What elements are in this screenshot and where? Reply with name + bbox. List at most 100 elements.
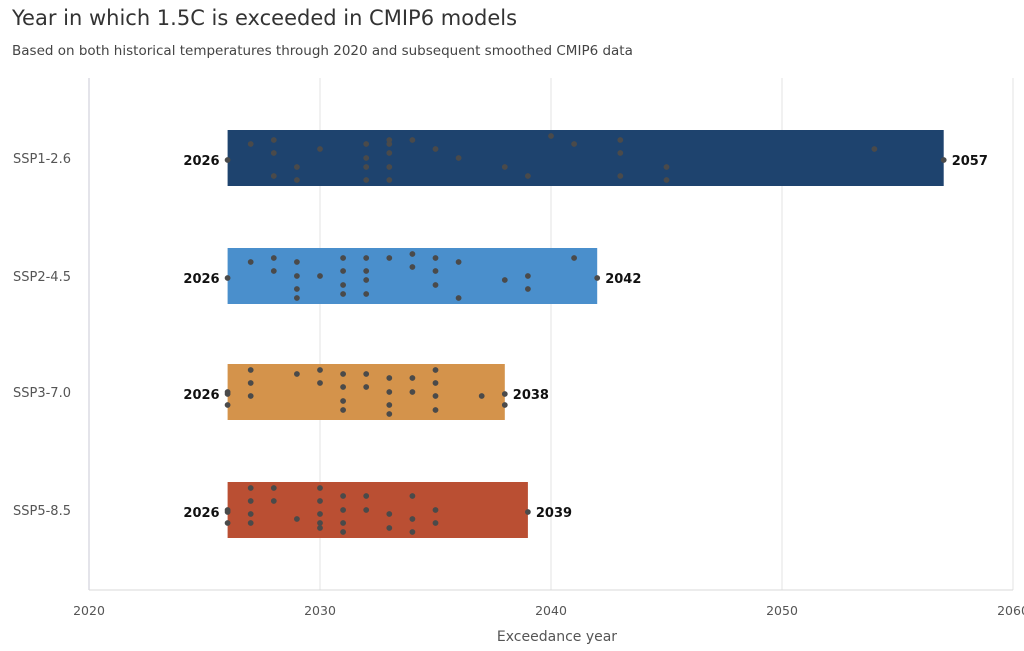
- model-point-SSP5-8.5-21: [386, 525, 393, 531]
- model-point-SSP2-4.5-12: [340, 291, 346, 297]
- model-point-SSP2-4.5-5: [294, 273, 300, 279]
- range-start-label-SSP1-2.6: 2026: [183, 154, 219, 169]
- model-point-SSP2-4.5-10: [340, 268, 346, 274]
- model-point-SSP5-8.5-13: [317, 485, 323, 491]
- model-point-SSP5-8.5-6: [247, 520, 254, 526]
- model-point-SSP5-8.5-7: [270, 498, 277, 504]
- chart-subtitle: Based on both historical temperatures th…: [12, 43, 633, 59]
- model-point-SSP5-8.5-23: [409, 493, 416, 499]
- model-point-SSP1-2.6-4: [270, 173, 277, 179]
- model-point-SSP3-7.0-5: [247, 367, 254, 373]
- model-point-SSP1-2.6-18: [432, 146, 439, 152]
- category-label-SSP1-2.6: SSP1-2.6: [13, 152, 71, 167]
- model-point-SSP1-2.6-26: [617, 173, 624, 179]
- model-point-SSP1-2.6-1: [247, 141, 254, 147]
- model-point-SSP2-4.5-2: [270, 268, 277, 274]
- model-point-SSP3-7.0-11: [340, 371, 346, 377]
- model-point-SSP5-8.5-19: [363, 507, 370, 513]
- model-point-SSP1-2.6-3: [270, 137, 277, 143]
- model-point-SSP2-4.5-6: [294, 259, 300, 265]
- model-point-SSP3-7.0-10: [340, 384, 346, 390]
- model-point-SSP5-8.5-1: [224, 520, 231, 526]
- model-point-SSP5-8.5-15: [340, 520, 346, 526]
- model-point-SSP5-8.5-9: [294, 516, 300, 522]
- model-point-SSP1-2.6-6: [294, 164, 300, 170]
- model-point-SSP3-7.0-4: [247, 380, 254, 386]
- model-point-SSP1-2.6-20: [501, 164, 508, 170]
- model-point-SSP3-7.0-9: [340, 398, 346, 404]
- model-point-SSP2-4.5-17: [386, 255, 393, 261]
- model-point-SSP5-8.5-3: [247, 511, 254, 517]
- x-tick-label-2050: 2050: [766, 603, 798, 618]
- model-point-SSP2-4.5-15: [363, 291, 370, 297]
- range-end-label-SSP5-8.5: 2039: [536, 506, 572, 521]
- range-start-label-SSP2-4.5: 2026: [183, 272, 219, 287]
- x-tick-label-2060: 2060: [997, 603, 1024, 618]
- model-point-SSP3-7.0-14: [363, 371, 370, 377]
- model-point-SSP2-4.5-24: [455, 295, 462, 301]
- range-end-label-SSP1-2.6: 2057: [952, 154, 988, 169]
- model-point-SSP1-2.6-27: [663, 177, 670, 183]
- model-point-SSP2-4.5-22: [432, 255, 439, 261]
- model-point-SSP3-7.0-13: [363, 384, 370, 390]
- model-point-SSP2-4.5-18: [409, 264, 416, 270]
- model-point-SSP5-8.5-27: [432, 507, 439, 513]
- model-point-SSP2-4.5-29: [594, 275, 601, 281]
- model-point-SSP1-2.6-28: [663, 164, 670, 170]
- model-point-SSP3-7.0-17: [386, 375, 393, 381]
- model-point-SSP2-4.5-13: [363, 268, 370, 274]
- model-point-SSP3-7.0-18: [386, 411, 393, 417]
- model-point-SSP3-7.0-2: [224, 389, 231, 395]
- model-point-SSP5-8.5-5: [247, 485, 254, 491]
- model-point-SSP1-2.6-21: [525, 173, 531, 179]
- model-point-SSP2-4.5-20: [432, 282, 439, 288]
- model-point-SSP3-7.0-16: [386, 389, 393, 395]
- model-point-SSP1-2.6-2: [270, 150, 277, 156]
- model-point-SSP5-8.5-16: [340, 507, 346, 513]
- model-point-SSP5-8.5-14: [317, 520, 323, 526]
- x-tick-label-2040: 2040: [535, 603, 567, 618]
- model-point-SSP5-8.5-18: [340, 529, 346, 535]
- range-start-label-SSP5-8.5: 2026: [183, 506, 219, 521]
- model-point-SSP1-2.6-25: [617, 137, 624, 143]
- model-point-SSP5-8.5-11: [317, 511, 323, 517]
- model-point-SSP3-7.0-19: [409, 389, 416, 395]
- model-point-SSP1-2.6-13: [386, 177, 393, 183]
- model-point-SSP1-2.6-10: [363, 177, 370, 183]
- category-label-SSP2-4.5: SSP2-4.5: [13, 270, 71, 285]
- model-point-SSP3-7.0-20: [409, 375, 416, 381]
- category-label-SSP3-7.0: SSP3-7.0: [13, 386, 71, 401]
- model-point-SSP5-8.5-8: [270, 485, 277, 491]
- model-point-SSP1-2.6-24: [617, 150, 624, 156]
- model-point-SSP5-8.5-26: [432, 520, 439, 526]
- model-point-SSP2-4.5-27: [525, 273, 531, 279]
- model-point-SSP2-4.5-0: [224, 275, 231, 281]
- model-point-SSP1-2.6-5: [294, 177, 300, 183]
- model-point-SSP2-4.5-7: [294, 295, 300, 301]
- model-point-SSP1-2.6-17: [409, 137, 416, 143]
- model-point-SSP5-8.5-22: [386, 511, 393, 517]
- model-point-SSP3-7.0-12: [340, 407, 346, 413]
- model-point-SSP2-4.5-16: [363, 277, 370, 283]
- model-point-SSP3-7.0-7: [317, 380, 323, 386]
- model-point-SSP3-7.0-15: [386, 402, 393, 408]
- model-point-SSP1-2.6-14: [386, 164, 393, 170]
- model-point-SSP2-4.5-14: [363, 255, 370, 261]
- model-point-SSP5-8.5-12: [317, 498, 323, 504]
- model-point-SSP1-2.6-7: [317, 146, 323, 152]
- x-axis-title: Exceedance year: [497, 629, 617, 645]
- range-end-label-SSP2-4.5: 2042: [605, 272, 641, 287]
- model-point-SSP3-7.0-3: [247, 393, 254, 399]
- model-point-SSP1-2.6-15: [386, 150, 393, 156]
- model-point-SSP2-4.5-23: [455, 259, 462, 265]
- model-point-SSP2-4.5-11: [340, 255, 346, 261]
- model-point-SSP1-2.6-12: [386, 141, 393, 147]
- model-point-SSP5-8.5-4: [247, 498, 254, 504]
- chart-title: Year in which 1.5C is exceeded in CMIP6 …: [12, 6, 518, 30]
- model-point-SSP3-7.0-8: [317, 367, 323, 373]
- model-point-SSP3-7.0-26: [501, 391, 508, 397]
- model-point-SSP2-4.5-9: [340, 282, 346, 288]
- model-point-SSP1-2.6-0: [224, 157, 231, 163]
- model-point-SSP1-2.6-9: [363, 141, 370, 147]
